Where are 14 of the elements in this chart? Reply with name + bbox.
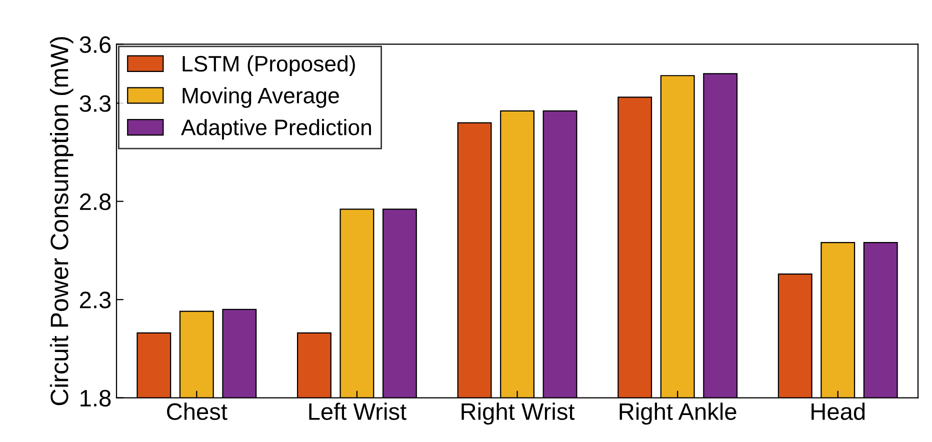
x-tick-label: Chest xyxy=(167,402,228,420)
x-tick-label: Right Wrist xyxy=(462,402,575,425)
legend-label: Moving Average xyxy=(182,87,339,108)
y-tick-label: 3.6 xyxy=(80,36,111,53)
x-tick-label: Left Wrist xyxy=(309,402,406,420)
y-tick-label: 1.8 xyxy=(80,390,111,407)
x-tick-label: Head xyxy=(812,402,865,420)
y-tick-label: 2.3 xyxy=(80,292,111,308)
y-axis-title: Circuit Power Consumption (mW) xyxy=(50,37,74,406)
legend-label: LSTM (Proposed) xyxy=(182,55,355,76)
y-tick-label: 3.3 xyxy=(80,95,111,112)
x-tick-label: Right Ankle xyxy=(620,402,736,425)
y-tick-label: 2.8 xyxy=(80,193,111,210)
legend-label: Adaptive Prediction xyxy=(180,118,371,140)
